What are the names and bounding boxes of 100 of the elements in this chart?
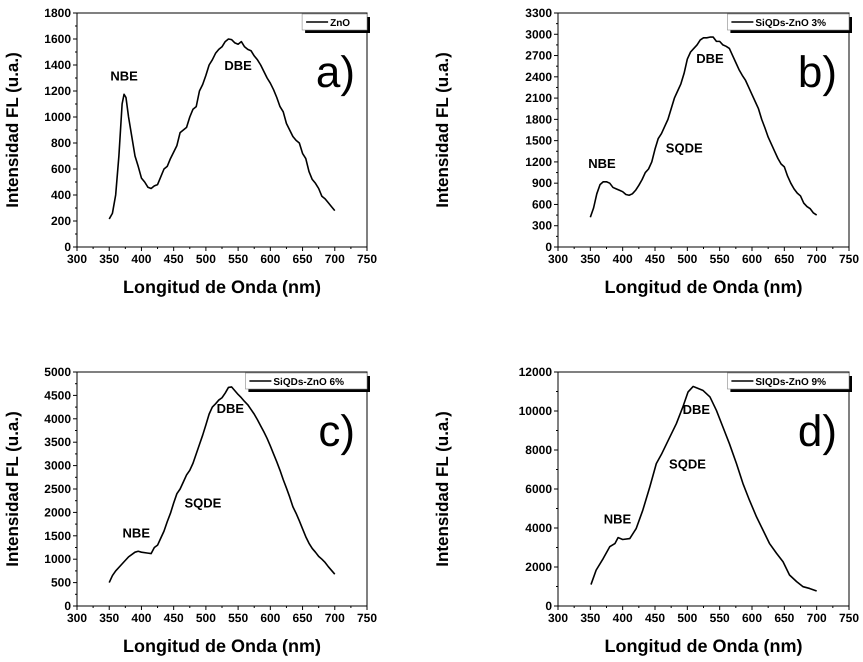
y-tick-label: 1500 [525,134,552,148]
y-tick-label: 1000 [44,110,72,124]
y-tick-label: 800 [50,136,72,150]
annotation: DBE [224,58,252,74]
x-tick-label: 500 [196,252,216,266]
annotation: SQDE [666,140,703,156]
x-tick-label: 450 [644,252,666,266]
annotation: b) [798,48,837,97]
annotation: SQDE [184,496,222,511]
y-tick-label: 10000 [518,404,552,418]
y-tick-label: 1500 [44,528,72,543]
y-tick-label: 1800 [44,6,72,20]
y-tick-label: 600 [532,197,552,212]
x-axis-title: Longitud de Onda (nm) [604,636,802,656]
y-tick-label: 900 [532,176,552,190]
x-tick-label: 450 [644,611,666,625]
annotation: NBE [110,68,138,84]
annotation: NBE [588,156,616,171]
annotation: d) [798,407,837,456]
x-tick-label: 600 [742,611,762,625]
y-tick-label: 6000 [525,482,552,496]
y-tick-label: 2000 [525,560,552,574]
x-tick-label: 700 [324,611,346,625]
y-tick-label: 600 [50,162,72,176]
y-tick-label: 3500 [44,435,72,450]
y-axis-title: Intensidad FL (u.a.) [433,52,452,208]
x-tick-label: 750 [838,252,860,266]
x-tick-label: 600 [260,611,281,625]
x-tick-label: 650 [292,611,313,625]
legend-label: ZnO [330,18,350,29]
y-tick-label: 1800 [525,112,552,126]
x-tick-label: 550 [710,252,730,266]
x-tick-label: 700 [324,252,346,266]
x-tick-label: 600 [260,252,281,266]
y-tick-label: 300 [532,218,552,233]
x-tick-label: 450 [164,252,184,266]
annotation: NBE [604,512,632,527]
x-tick-label: 550 [228,252,248,266]
x-tick-label: 550 [228,611,248,625]
annotation: c) [318,407,355,456]
x-axis-title: Longitud de Onda (nm) [604,277,802,297]
y-tick-label: 2000 [44,505,72,520]
annotation: DBE [682,402,710,417]
y-tick-label: 3300 [525,6,552,20]
y-axis-title: Intensidad FL (u.a.) [433,411,452,567]
y-axis-title: Intensidad FL (u.a.) [3,411,22,567]
x-tick-label: 600 [742,252,762,266]
y-tick-label: 400 [50,188,72,202]
x-tick-label: 500 [677,611,698,625]
y-tick-label: 1200 [525,154,552,169]
y-tick-label: 0 [64,240,72,254]
x-tick-label: 350 [99,252,120,266]
y-tick-label: 1200 [44,84,72,98]
x-tick-label: 650 [292,252,313,266]
annotation: DBE [696,51,724,66]
x-tick-label: 350 [580,611,601,625]
y-tick-label: 1000 [44,552,72,566]
y-tick-label: 4500 [44,388,72,402]
legend-label: SIQDs-ZnO 9% [755,377,826,388]
annotation: SQDE [669,456,706,472]
y-tick-label: 12000 [518,365,552,379]
x-tick-label: 750 [838,611,860,625]
x-tick-label: 400 [612,611,633,625]
x-tick-label: 400 [131,611,152,625]
y-tick-label: 3000 [44,458,72,473]
x-tick-label: 750 [356,611,378,625]
x-tick-label: 650 [774,611,795,625]
x-tick-label: 650 [774,252,795,266]
x-tick-label: 550 [710,611,730,625]
legend-label: SiQDs-ZnO 6% [273,377,344,388]
y-tick-label: 0 [545,599,552,613]
annotation: NBE [122,526,150,541]
x-tick-label: 350 [99,611,120,625]
x-tick-label: 400 [612,252,633,266]
y-tick-label: 8000 [525,443,552,457]
y-tick-label: 4000 [525,521,552,535]
y-tick-label: 2100 [525,91,552,106]
y-tick-label: 0 [64,599,72,613]
x-tick-label: 500 [196,611,216,625]
x-tick-label: 700 [806,252,827,266]
x-tick-label: 700 [806,611,827,625]
y-tick-label: 3000 [525,27,552,42]
y-tick-label: 1400 [44,58,72,72]
legend-label: SiQDs-ZnO 3% [755,18,826,29]
x-tick-label: 450 [164,611,184,625]
x-tick-label: 400 [131,252,152,266]
y-tick-label: 5000 [44,365,72,379]
y-tick-label: 500 [50,576,72,590]
y-tick-label: 2700 [525,48,552,63]
annotation: DBE [216,400,244,416]
x-tick-label: 500 [677,252,698,266]
x-tick-label: 350 [580,252,601,266]
x-tick-label: 750 [356,252,378,266]
y-tick-label: 4000 [44,412,72,426]
y-tick-label: 2500 [44,482,72,496]
x-axis-title: Longitud de Onda (nm) [123,636,321,656]
x-axis-title: Longitud de Onda (nm) [123,277,321,297]
annotation: a) [316,48,355,97]
y-tick-label: 200 [50,214,72,228]
y-tick-label: 0 [545,240,552,254]
